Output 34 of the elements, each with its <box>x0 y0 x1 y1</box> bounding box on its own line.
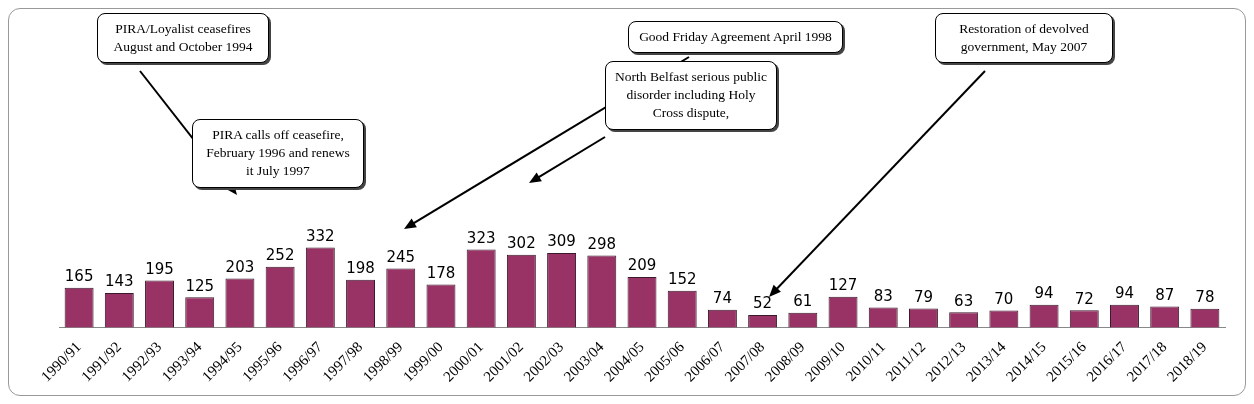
text: PIRA/Loyalist ceasefires August and October 1994 <box>97 13 269 64</box>
data-label: 245 <box>386 247 416 266</box>
data-label: 203 <box>225 257 255 276</box>
data-label: 74 <box>712 289 732 308</box>
data-label: 143 <box>104 272 134 291</box>
data-label: 87 <box>1155 285 1175 304</box>
data-label: 309 <box>547 232 576 251</box>
data-label: 72 <box>1074 289 1094 308</box>
data-label: 61 <box>793 292 813 311</box>
data-label: 94 <box>1114 284 1135 303</box>
data-label: 152 <box>667 270 697 289</box>
text: Good Friday Agreement April 1998 <box>628 21 843 54</box>
data-label: 79 <box>913 287 933 306</box>
data-label: 178 <box>426 263 456 282</box>
text: PIRA calls off ceasefire, February 1996 and renews it July 1997 <box>192 119 364 188</box>
data-label: 94 <box>1034 284 1054 303</box>
data-label: 209 <box>627 256 657 275</box>
text: North Belfast serious public disorder including Holy Cross dispute, <box>605 61 777 130</box>
data-label: 125 <box>185 276 215 295</box>
data-label: 195 <box>145 259 174 278</box>
data-label: 78 <box>1195 288 1215 307</box>
data-label: 332 <box>306 226 335 245</box>
data-label: 198 <box>346 259 375 278</box>
data-label: 70 <box>994 290 1014 309</box>
data-label: 63 <box>954 291 974 310</box>
data-label: 302 <box>507 234 536 253</box>
data-label: 252 <box>265 246 295 265</box>
data-label: 323 <box>466 228 496 247</box>
data-label: 83 <box>873 286 893 305</box>
text: Restoration of devolved government, May 2007 <box>935 13 1113 64</box>
data-label: 165 <box>64 267 94 286</box>
data-label: 298 <box>587 235 617 253</box>
data-label: 127 <box>828 276 858 295</box>
data-label: 52 <box>753 294 773 313</box>
